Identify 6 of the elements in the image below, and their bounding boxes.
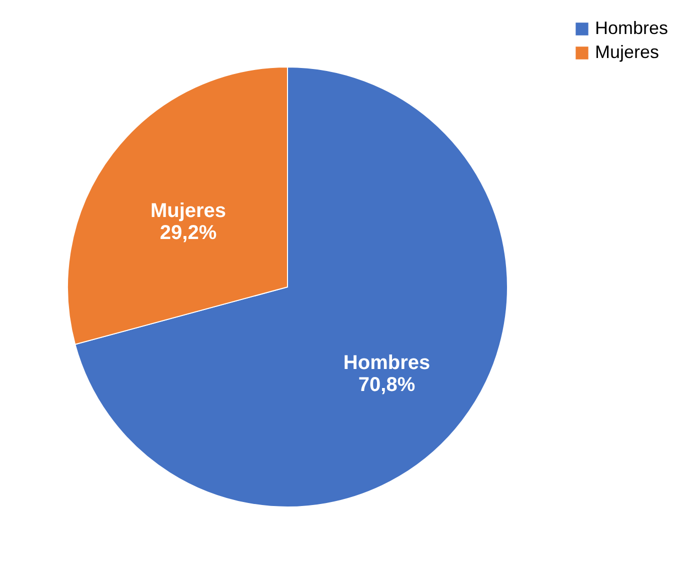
data-label: 29,2% — [160, 222, 217, 244]
legend-label: Hombres — [595, 18, 668, 38]
legend-label: Mujeres — [595, 42, 660, 62]
data-label: 70,8% — [358, 374, 416, 396]
slice-label: Hombres — [343, 352, 430, 374]
slice-label: Mujeres — [150, 200, 226, 222]
